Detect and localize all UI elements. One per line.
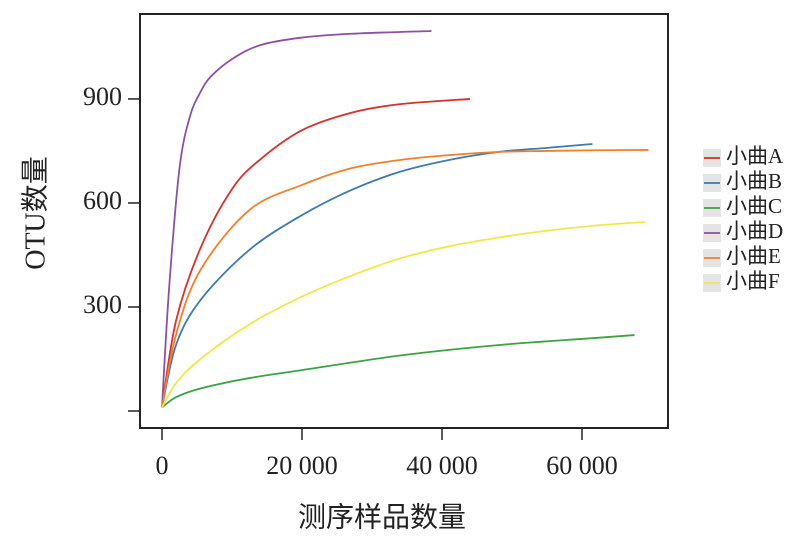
legend-label: 小曲A bbox=[726, 144, 784, 168]
legend-label: 小曲B bbox=[726, 169, 782, 193]
series-line bbox=[161, 143, 593, 408]
x-tick-label: 40 000 bbox=[406, 451, 478, 480]
y-tick-label: 600 bbox=[83, 186, 122, 215]
series-line bbox=[161, 334, 635, 409]
series-line bbox=[161, 30, 432, 408]
y-axis-label: OTU数量 bbox=[19, 156, 51, 270]
legend-label: 小曲D bbox=[726, 219, 783, 243]
y-tick-label: 300 bbox=[83, 290, 122, 319]
legend-label: 小曲E bbox=[726, 244, 781, 268]
x-axis-label: 测序样品数量 bbox=[298, 501, 466, 533]
x-tick-label: 0 bbox=[156, 451, 169, 480]
x-tick-label: 20 000 bbox=[266, 451, 338, 480]
series-line bbox=[161, 98, 471, 408]
legend-label: 小曲C bbox=[726, 194, 782, 218]
series-line bbox=[161, 221, 646, 408]
series-line bbox=[161, 149, 649, 408]
y-tick-label: 900 bbox=[83, 82, 122, 111]
legend-label: 小曲F bbox=[726, 269, 780, 293]
plot-frame bbox=[139, 13, 669, 429]
x-tick-label: 60 000 bbox=[546, 451, 618, 480]
